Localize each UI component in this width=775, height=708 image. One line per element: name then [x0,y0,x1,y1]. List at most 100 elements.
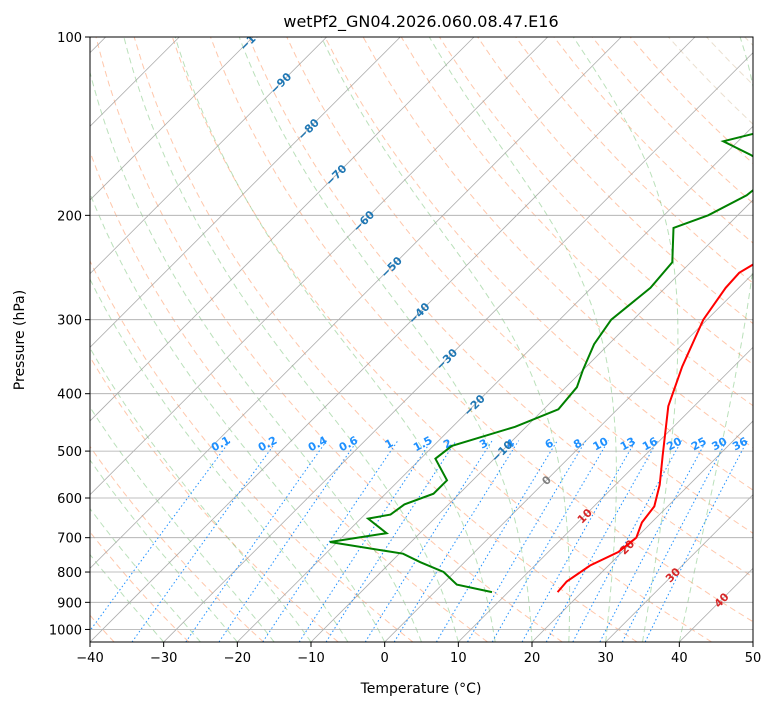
mixing-ratio-line [572,440,683,642]
mixing-ratio-line [521,440,637,642]
x-tick-label: 30 [597,651,614,666]
dry-adiabat [744,37,753,47]
moist-adiabat [90,507,201,642]
mixing-ratio-line [185,440,328,642]
mixing-ratio-label: 25 [689,435,709,454]
y-axis: 100 200 300 400 500 600 700 800 900 1000 [49,31,90,638]
series-lines [329,132,753,594]
y-tick-label: 300 [57,314,82,329]
isotherm [90,37,401,348]
isotherm [90,37,622,569]
moist-adiabat [238,37,533,642]
x-tick-label: 40 [671,651,688,666]
mixing-ratio-label: 20 [664,435,684,454]
dry-adiabat [90,531,190,642]
moist-adiabat [320,37,571,642]
y-tick-label: 500 [57,445,82,460]
mixing-ratio-line [393,440,520,642]
dry-adiabat [706,37,753,86]
x-tick-label: −40 [76,651,103,666]
mixing-ratio-line [364,440,493,642]
dry-adiabat [90,259,414,642]
x-axis-label: Temperature (°C) [360,681,482,697]
isotherm [163,52,753,642]
isotherm [384,273,753,642]
mixing-ratio-line [644,440,748,642]
mixing-ratio-line [621,440,728,642]
dry-adiabat [668,37,753,125]
dry-adiabat [133,37,638,642]
isotherm-label: −60 [351,208,378,235]
isotherm [752,641,753,642]
mixing-ratio-line [491,440,609,642]
isotherm [605,494,753,642]
mixing-ratio-line [435,440,558,642]
moist-adiabat [90,459,238,642]
mixing-ratio-line [131,440,278,642]
x-tick-label: −20 [224,651,251,666]
isotherm [90,37,254,201]
y-tick-label: 700 [57,532,82,547]
dry-adiabat [210,37,753,623]
dry-adiabat [286,37,753,534]
isotherm [90,37,548,496]
x-tick-label: −30 [150,651,177,666]
x-tick-label: 20 [524,651,541,666]
x-tick-label: 10 [450,651,467,666]
x-tick-label: −10 [297,651,324,666]
isotherm-label: 10 [575,506,595,526]
moist-adiabat [90,406,275,642]
dry-adiabat [171,37,712,642]
dry-adiabat [324,37,753,491]
dry-adiabat [95,37,563,642]
mixing-ratio-line [545,440,659,642]
moist-adiabat [90,278,349,642]
isotherm [90,37,696,642]
isotherm-label: −20 [461,392,488,419]
mixing-ratio-line [599,440,707,642]
dry-adiabat [90,150,488,642]
moist-adiabat [90,347,312,642]
mixing-ratio-line [298,440,432,642]
y-tick-label: 400 [57,388,82,403]
mixing-ratio-line [325,440,457,642]
isotherm-label: −50 [378,254,405,281]
isotherm-label: 30 [663,565,683,585]
x-tick-label: 0 [381,651,389,666]
y-tick-label: 100 [57,31,82,46]
plot-frame [89,36,754,643]
dry-adiabat [90,356,339,642]
dewpoint-profile [329,132,753,594]
y-tick-label: 900 [57,596,82,611]
y-axis-label: Pressure (hPa) [12,290,28,390]
y-tick-label: 200 [57,209,82,224]
y-tick-label: 600 [57,492,82,507]
mixing-ratio-label: 6 [543,436,556,451]
x-tick-label: 50 [745,651,762,666]
moist-adiabat [428,37,617,642]
mixing-ratio-label: 10 [591,435,611,454]
mixing-ratio-label: 30 [710,435,730,454]
mixing-ratio-label: 16 [640,435,660,454]
mixing-ratio-line [467,440,587,642]
moist-adiabat [90,192,386,642]
mixing-ratio-line [90,440,231,632]
isotherm [458,346,753,642]
y-tick-label: 800 [57,566,82,581]
isotherm-label: 40 [712,590,732,610]
mixing-ratio-label: 13 [618,435,638,454]
moist-adiabat [90,70,422,642]
moist-adiabat [572,37,679,642]
moist-adiabat [678,37,753,642]
isotherm-label: −80 [295,116,322,143]
isotherm-label: −90 [268,70,295,97]
isotherm [90,37,475,422]
moist-adiabat [174,37,496,642]
moist-adiabat [123,37,459,642]
mixing-ratio-label: 36 [730,435,750,454]
moist-adiabat [90,553,165,642]
isotherm-label: −30 [434,346,461,373]
dry-adiabat [515,37,753,284]
isotherm-label: −70 [323,162,350,189]
